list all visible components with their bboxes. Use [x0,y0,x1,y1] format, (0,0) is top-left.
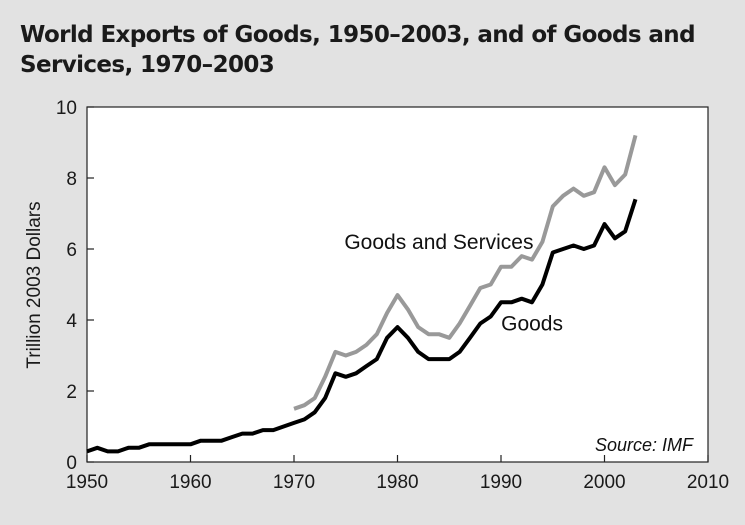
y-tick-label: 10 [56,98,77,119]
series-line-goods [86,198,638,454]
x-tick-label: 1970 [273,472,315,493]
x-tick-label: 1960 [169,472,211,493]
x-tick-label: 1980 [376,472,418,493]
y-tick-label: 6 [66,240,77,261]
y-tick-label: 8 [66,169,77,190]
x-tick-label: 1990 [480,472,522,493]
x-tick-label: 2010 [687,472,729,493]
x-axis-ticks: 1950 1960 1970 1980 1990 2000 2010 [66,455,729,493]
annotations: Goods and Services Goods [344,231,563,336]
x-tick-label: 1950 [66,472,108,493]
y-tick-label: 0 [66,453,77,474]
y-tick-label: 4 [66,311,77,332]
y-tick-label: 2 [66,382,77,403]
series-line-goods-and-services [293,134,638,411]
y-axis-ticks: 0 2 4 6 8 10 [56,98,94,474]
series-lines [86,134,638,454]
plot-area [86,106,709,463]
annotation-label: Goods [501,313,563,336]
chart-title: World Exports of Goods, 1950–2003, and o… [20,22,696,78]
x-tick-label: 2000 [583,472,625,493]
annotation-label: Goods and Services [344,231,533,254]
source-note: Source: IMF [595,435,694,455]
y-axis-label: Trillion 2003 Dollars [24,201,45,368]
